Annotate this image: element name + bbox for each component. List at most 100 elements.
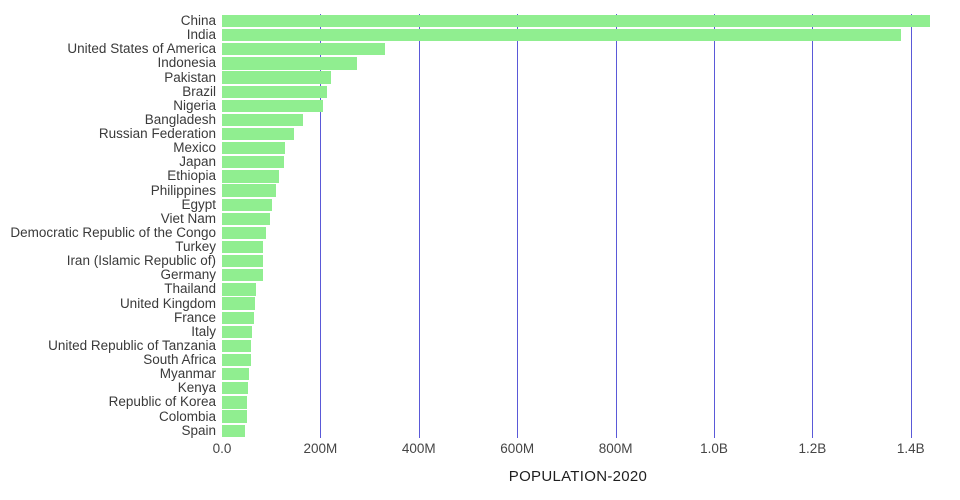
bar-row: Brazil — [0, 85, 960, 99]
bar-label: Italy — [0, 325, 222, 339]
bar — [222, 297, 256, 310]
bar-label-text: Mexico — [173, 141, 216, 156]
bar — [222, 255, 264, 268]
x-tick-label: 1.2B — [798, 441, 827, 456]
bar-label-text: United Kingdom — [119, 296, 216, 311]
bar-label: Japan — [0, 155, 222, 169]
bar-label-text: South Africa — [143, 353, 216, 368]
bar-row: Italy — [0, 325, 960, 339]
bar-label: Myanmar — [0, 367, 222, 381]
bar-row: Pakistan — [0, 71, 960, 85]
bar — [222, 71, 331, 84]
x-tick-label: 200M — [303, 441, 338, 456]
bar-label: Germany — [0, 268, 222, 282]
x-tick-label: 400M — [401, 441, 436, 456]
bar-label-text: Pakistan — [164, 70, 216, 85]
bar-row: United States of America — [0, 42, 960, 56]
bar — [222, 212, 270, 225]
bar — [222, 142, 286, 155]
gridline — [714, 14, 715, 438]
bar-label: Colombia — [0, 410, 222, 424]
bar-label: South Africa — [0, 353, 222, 367]
bar-label-text: Philippines — [150, 183, 216, 198]
x-tick-label: 1.0B — [700, 441, 728, 456]
bar-row: Egypt — [0, 198, 960, 212]
bar — [222, 240, 264, 254]
bar-label: India — [0, 28, 222, 42]
bar-label: Turkey — [0, 240, 222, 254]
bar-label-text: Egypt — [181, 197, 216, 212]
bar-row: Ethiopia — [0, 169, 960, 183]
bar — [222, 410, 248, 423]
x-tick-label: 0.0 — [212, 441, 232, 456]
bar-row: Spain — [0, 424, 960, 438]
gridline — [320, 14, 322, 438]
bar — [222, 29, 901, 42]
bar — [222, 99, 324, 112]
bar-row: Bangladesh — [0, 113, 960, 127]
bar-row: Mexico — [0, 141, 960, 155]
bar-row: Nigeria — [0, 99, 960, 113]
bar-label: United States of America — [0, 42, 222, 56]
bar-label-text: France — [173, 310, 216, 325]
bar-label-text: Ethiopia — [167, 169, 216, 184]
bar-label-text: Russian Federation — [98, 127, 216, 142]
bar-row: China — [0, 14, 960, 28]
bar-label-text: Indonesia — [157, 56, 216, 71]
bar-row: Turkey — [0, 240, 960, 254]
x-tick-label: 600M — [500, 441, 535, 456]
bar-row: Republic of Korea — [0, 395, 960, 409]
bar-label-text: Nigeria — [173, 98, 216, 113]
x-axis-title: POPULATION-2020 — [508, 468, 648, 485]
bar — [222, 353, 252, 367]
bar — [222, 382, 249, 395]
bar-label-text: Germany — [160, 268, 216, 283]
bar-label: Ethiopia — [0, 169, 222, 183]
bar-label: Democratic Republic of the Congo — [0, 226, 222, 240]
bar-label-text: Bangladesh — [144, 112, 216, 127]
bar — [222, 184, 276, 197]
bar-label-text: Italy — [191, 324, 216, 339]
bar-label: Bangladesh — [0, 113, 222, 127]
x-tick-label: 1.4B — [896, 441, 925, 456]
bar-label-text: Japan — [179, 155, 216, 170]
bar-label: France — [0, 311, 222, 325]
bar-label-text: Thailand — [164, 282, 216, 297]
bar-label-text: Turkey — [175, 240, 216, 255]
bar — [222, 396, 248, 409]
bar-label: Russian Federation — [0, 127, 222, 141]
bar-row: France — [0, 311, 960, 325]
bar-label-text: Kenya — [177, 381, 216, 396]
bar-label: United Kingdom — [0, 297, 222, 311]
bar-label: Kenya — [0, 381, 222, 395]
bar-label-text: Viet Nam — [160, 211, 216, 226]
bar-row: Russian Federation — [0, 127, 960, 141]
bar — [222, 311, 255, 324]
bar-label-text: Democratic Republic of the Congo — [10, 225, 216, 240]
gridline — [615, 14, 617, 438]
bar-label-text: Republic of Korea — [108, 395, 216, 410]
bar-label: Philippines — [0, 184, 222, 198]
bar-label-text: United States of America — [67, 42, 216, 57]
bar-label-text: Brazil — [182, 84, 216, 99]
bar — [222, 226, 267, 240]
bar-label: Egypt — [0, 198, 222, 212]
bar — [222, 198, 273, 211]
bar-row: Germany — [0, 268, 960, 282]
bar-label-text: India — [186, 28, 216, 43]
gridline — [910, 14, 912, 438]
plot-area — [222, 14, 960, 438]
bar-label: Mexico — [0, 141, 222, 155]
bar — [222, 339, 252, 353]
x-axis-ticks: 0.0 200M 400M 600M 800M 1.0B 1.2B 1.4B — [213, 441, 960, 459]
bar-label: Pakistan — [0, 71, 222, 85]
bar-row: Viet Nam — [0, 212, 960, 226]
bar — [222, 368, 249, 381]
bar — [222, 170, 279, 183]
bar-row: South Africa — [0, 353, 960, 367]
bar-label: Nigeria — [0, 99, 222, 113]
bar — [222, 127, 294, 141]
bar-label: China — [0, 14, 222, 28]
bar-label: Indonesia — [0, 56, 222, 70]
bar — [222, 57, 357, 70]
